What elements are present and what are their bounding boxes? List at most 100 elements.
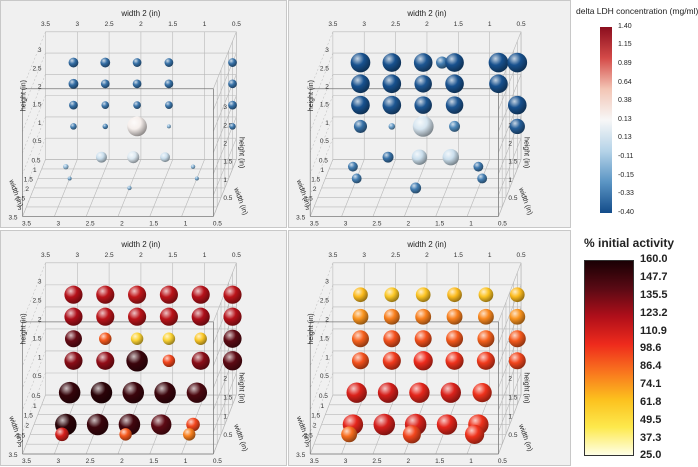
z-tick-label: 1 [320,403,324,410]
colorbar-activity-title: % initial activity [584,236,675,250]
data-bubble [162,354,176,368]
y-tick-label-left: 3 [325,279,329,286]
y-tick-label-left: 0.5 [320,373,329,380]
z-tick-label: 0.5 [31,157,40,164]
data-bubble [346,382,367,403]
data-bubble [102,123,109,130]
data-bubble [69,100,78,110]
x-tick-label-top: 3 [362,252,366,259]
colorbar-tick-label: 147.7 [640,271,668,284]
data-bubble [414,96,432,114]
bubble-plot-bottom-right: 3.53.5332.52.5221.51.5110.50.50.50.5111.… [294,240,533,465]
panel-top-left: 3.5 3.5 3 3 2.5 2.5 2 2 1.5 1.5 1 1 0.5 0.5 0.5 0.5 1 1 1.… [0,0,287,228]
data-bubble [509,287,525,303]
data-bubble [151,414,172,435]
y-tick-label-left: 2 [38,84,42,91]
y-tick-label-right: 2 [223,141,227,148]
x-axis-label-top: width 2 (in) [406,9,446,18]
x-tick-label-bottom: 3.5 [310,458,319,465]
data-bubble [130,332,144,346]
data-bubble [353,119,368,133]
data-bubble [165,101,173,109]
data-bubble [442,148,459,166]
data-bubble [351,74,370,94]
z-tick-label: 2 [313,423,317,430]
x-tick-label-bottom: 2 [407,220,411,227]
y-tick-label-right: 1.5 [223,394,232,401]
colorbar-tick-label: 61.8 [640,395,662,408]
data-bubble [223,307,242,326]
x-tick-label-bottom: 1 [469,220,473,227]
data-bubble [68,57,79,68]
data-bubble [164,79,174,89]
y-tick-label-left: 1.5 [32,102,41,109]
data-bubble [472,383,492,403]
data-bubble [464,424,485,444]
y-tick-label-left: 3 [325,47,329,54]
y-tick-label-left: 1.5 [320,335,329,342]
data-bubble [353,287,368,303]
colorbar-activity-gradient [584,260,634,456]
y-tick-label-right: 2 [508,141,512,148]
data-bubble [445,53,464,72]
data-bubble [477,173,488,184]
x-tick-label-top: 3.5 [41,252,50,259]
bubbles-bottom-left [55,285,243,442]
data-bubble [223,285,242,304]
z-tick-label: 0.5 [319,157,328,164]
x-tick-label-top: 2 [425,252,429,259]
data-bubble [351,352,369,370]
z-axis-label-right: width (in) [232,186,249,216]
y-tick-label-right: 1.5 [223,159,232,166]
data-bubble [508,330,526,348]
x-axis-label-top: width 2 (in) [120,240,160,249]
z-tick-label: 3 [305,442,309,449]
data-bubble [508,352,526,370]
colorbar-tick-label: 0.64 [618,78,632,86]
y-tick-label-right: 2.5 [223,122,232,129]
z-tick-label: 1.5 [24,413,33,420]
colorbar-tick-label: 74.1 [640,378,662,391]
bubble-plot-top-left: 3.53.5332.52.5221.51.5110.50.50.50.5111.… [7,9,249,228]
x-tick-label-bottom: 0.5 [213,458,222,465]
data-bubble [159,307,178,326]
x-tick-label-bottom: 2 [407,458,411,465]
x-tick-label-bottom: 0.5 [498,220,507,227]
data-bubble [445,74,464,94]
data-bubble [415,308,432,325]
x-tick-label-top: 3 [75,252,79,259]
data-bubble [64,330,82,348]
data-bubble [194,176,199,181]
data-bubble [191,285,210,304]
z-tick-label: 2.5 [304,432,313,439]
y-tick-label-left: 3 [38,279,42,286]
colorbar-tick-label: 0.13 [618,115,632,123]
y-tick-label-right: 1 [508,413,512,420]
z-tick-label: 3.5 [296,214,305,221]
z-tick-label: 3 [18,205,22,212]
data-bubble [350,52,371,73]
data-bubble [133,101,141,109]
x-tick-label-bottom: 1 [469,458,473,465]
x-tick-label-top: 2 [139,21,143,28]
x-tick-label-top: 0.5 [232,252,241,259]
y-tick-label-right: 1.5 [508,159,517,166]
y-tick-label-left: 2.5 [32,65,41,72]
data-bubble [223,329,242,348]
colorbar-tick-label: 37.3 [640,431,662,444]
data-bubble [382,151,394,163]
y-tick-label-left: 0.5 [32,138,41,145]
x-tick-label-bottom: 3 [344,458,348,465]
x-tick-label-top: 1.5 [454,21,463,28]
data-bubble [351,95,370,115]
y-tick-label-left: 2 [38,317,42,324]
data-bubble [411,149,428,165]
data-bubble [382,74,402,94]
panel-bottom-right: 3.5 3.5 3 3 2.5 2.5 2 2 1.5 1.5 1 1 0.5 0.5 0.5 0.5 1 1 1.… [288,230,571,466]
data-bubble [154,381,176,404]
x-tick-label-top: 1 [203,252,207,259]
z-tick-label: 2.5 [16,195,25,202]
colorbar-tick-label: 1.15 [618,41,632,49]
data-bubble [128,307,147,326]
z-tick-label: 1 [33,403,37,410]
